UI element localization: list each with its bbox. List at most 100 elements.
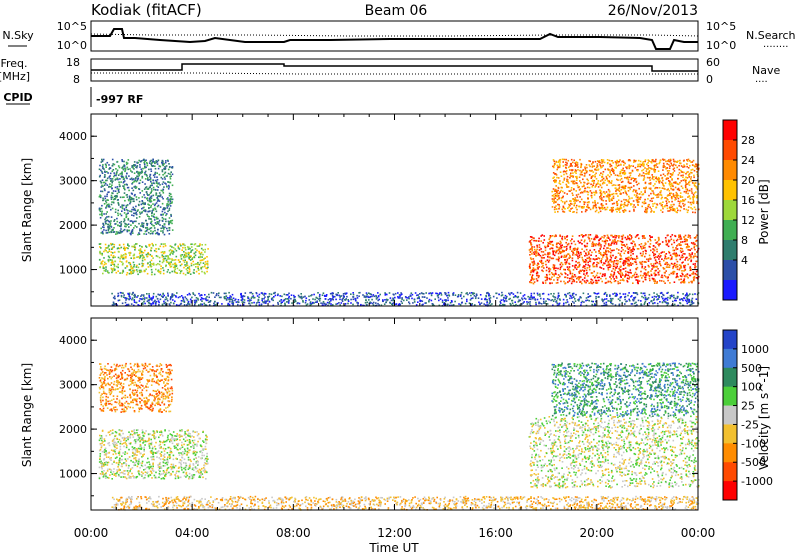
range-gate-cell — [546, 266, 548, 269]
range-gate-cell — [625, 260, 628, 263]
range-gate-cell — [628, 176, 631, 179]
range-gate-cell — [606, 293, 608, 296]
range-gate-cell — [656, 265, 658, 268]
range-gate-cell — [561, 263, 564, 266]
range-gate-cell — [575, 198, 577, 201]
range-gate-cell — [624, 236, 627, 239]
range-gate-cell — [538, 275, 540, 277]
range-gate-cell — [658, 194, 660, 196]
range-gate-cell — [614, 292, 616, 295]
range-gate-cell — [512, 293, 515, 295]
range-gate-cell — [624, 275, 627, 277]
range-gate-cell — [672, 272, 675, 275]
range-gate-cell — [601, 254, 603, 256]
range-gate-cell — [204, 272, 206, 275]
range-gate-cell — [168, 217, 171, 219]
range-gate-cell — [201, 303, 204, 306]
range-gate-cell — [150, 197, 153, 199]
range-gate-cell — [610, 234, 612, 237]
range-gate-cell — [564, 261, 566, 264]
range-gate-cell — [555, 300, 558, 302]
range-gate-cell — [693, 276, 696, 279]
range-gate-cell — [627, 248, 630, 251]
range-gate-cell — [641, 164, 643, 166]
range-gate-cell — [260, 304, 263, 307]
range-gate-cell — [506, 295, 508, 298]
range-gate-cell — [290, 294, 293, 296]
range-gate-cell — [194, 248, 197, 250]
range-gate-cell — [345, 292, 348, 294]
range-gate-cell — [112, 180, 114, 182]
range-gate-cell — [624, 260, 627, 262]
range-gate-cell — [120, 292, 123, 294]
range-gate-cell — [144, 297, 146, 299]
range-gate-cell — [612, 267, 615, 270]
range-gate-cell — [228, 303, 231, 306]
range-gate-cell — [372, 301, 375, 304]
range-gate-cell — [113, 175, 115, 178]
range-gate-cell — [675, 258, 678, 261]
range-gate-cell — [675, 299, 677, 302]
range-gate-cell — [332, 292, 334, 295]
range-gate-cell — [368, 299, 370, 301]
range-gate-cell — [304, 301, 307, 304]
range-gate-cell — [309, 302, 312, 304]
range-gate-cell — [615, 190, 617, 192]
range-gate-cell — [558, 304, 560, 306]
range-gate-cell — [630, 264, 632, 266]
range-gate-cell — [205, 297, 207, 300]
range-gate-cell — [167, 199, 170, 201]
range-gate-cell — [146, 229, 148, 232]
range-gate-cell — [679, 181, 681, 184]
range-gate-cell — [544, 249, 547, 252]
range-gate-cell — [119, 206, 122, 208]
range-gate-cell — [560, 272, 562, 275]
range-gate-cell — [183, 301, 186, 303]
range-gate-cell — [551, 194, 554, 197]
range-gate-cell — [133, 299, 136, 302]
range-gate-cell — [579, 296, 582, 298]
range-gate-cell — [595, 264, 598, 266]
range-gate-cell — [169, 297, 172, 299]
range-gate-cell — [600, 190, 602, 192]
range-gate-cell — [190, 251, 192, 253]
range-gate-cell — [688, 235, 690, 238]
range-gate-cell — [112, 256, 115, 259]
range-gate-cell — [679, 299, 681, 301]
range-gate-cell — [122, 269, 124, 272]
range-gate-cell — [141, 225, 144, 227]
range-gate-cell — [574, 265, 576, 267]
range-gate-cell — [534, 299, 537, 301]
range-gate-cell — [110, 194, 113, 197]
range-gate-cell — [624, 263, 626, 265]
range-gate-cell — [658, 162, 660, 165]
freq-tick-high: 18 — [66, 56, 80, 69]
range-gate-cell — [194, 243, 197, 245]
range-gate-cell — [163, 163, 165, 165]
range-gate-cell — [194, 294, 196, 297]
range-gate-cell — [153, 300, 155, 303]
range-gate-cell — [198, 272, 200, 275]
range-gate-cell — [129, 201, 132, 204]
range-gate-cell — [609, 295, 611, 297]
range-gate-cell — [149, 177, 152, 179]
range-gate-cell — [186, 261, 188, 263]
range-gate-cell — [125, 223, 127, 225]
range-gate-cell — [470, 294, 472, 297]
range-gate-cell — [588, 257, 590, 260]
range-gate-cell — [654, 274, 656, 277]
range-gate-cell — [125, 273, 128, 276]
range-gate-cell — [369, 295, 372, 298]
range-gate-cell — [681, 171, 684, 173]
range-gate-cell — [144, 173, 146, 176]
range-gate-cell — [636, 183, 638, 186]
range-gate-cell — [184, 247, 186, 249]
range-gate-cell — [553, 273, 555, 276]
range-gate-cell — [667, 291, 669, 294]
range-gate-cell — [601, 182, 604, 185]
range-gate-cell — [175, 249, 178, 252]
range-gate-cell — [287, 302, 290, 304]
range-gate-cell — [566, 274, 569, 276]
range-gate-cell — [556, 249, 559, 252]
range-gate-cell — [113, 174, 116, 177]
